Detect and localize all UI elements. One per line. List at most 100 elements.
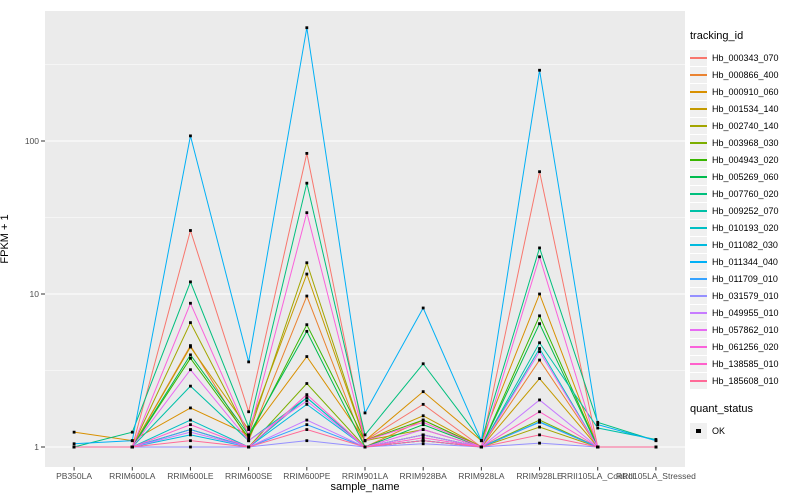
data-point [189,433,192,437]
data-point [130,430,134,434]
legend-key-line-icon [690,328,707,331]
data-point [305,399,309,403]
legend-key-box [690,253,707,270]
data-point [538,341,541,345]
legend-key-box [690,236,707,253]
data-point [189,353,192,357]
legend-entry-label: Hb_000910_060 [712,86,779,97]
legend-entry: Hb_000910_060 [690,83,798,100]
x-tick-label: RRIM600LE [167,471,214,481]
legend-key-box [690,338,707,355]
legend-key-line-icon [690,226,707,229]
data-point [421,442,425,446]
legend-key-box [690,355,707,372]
data-point [305,393,309,397]
legend-key-box [690,372,707,389]
data-point [538,358,541,362]
data-point [538,410,541,414]
y-axis-title: FPKM + 1 [0,214,11,264]
legend-entry: Hb_011709_010 [690,270,798,287]
legend-key-box [690,134,707,151]
legend-key-box [690,304,707,321]
data-point [654,439,658,443]
quant-status-legend: quant_status OK [690,403,798,439]
legend-key-line-icon [690,209,707,212]
data-point [305,323,309,327]
legend-entry-label: Hb_031579_010 [712,290,779,301]
legend-key-box [690,49,707,66]
data-point [596,423,600,427]
x-tick-label: RRIM928LE [516,471,563,481]
legend-entry: Hb_031579_010 [690,287,798,304]
legend-entry: Hb_138585_010 [690,355,798,372]
data-point [247,436,251,440]
legend-entry: Hb_005269_060 [690,168,798,185]
data-point [363,445,367,449]
data-point [305,396,309,400]
legend-key-line-icon [690,379,707,382]
x-tick-label: RRIM928BA [399,471,447,481]
data-point [189,345,192,349]
x-axis-title: sample_name [330,481,400,493]
legend-entry: Hb_061256_020 [690,338,798,355]
data-point [363,433,367,437]
legend-key-box [690,185,707,202]
legend-key-line-icon [690,56,707,59]
data-point [538,347,541,350]
legend-entry-label: Hb_005269_060 [712,171,779,182]
data-point [538,170,541,174]
legend-key-box [690,83,707,100]
legend-entry: Hb_004943_020 [690,151,798,168]
quant-legend-title: quant_status [690,403,753,415]
data-point [189,368,192,372]
legend-key-line-icon [690,192,707,195]
legend-entry-label: Hb_011082_030 [712,239,778,250]
data-point [305,382,309,385]
legend-key-line-icon [690,141,707,144]
legend-key-line-icon [690,294,707,297]
legend-entry-label: Hb_057862_010 [712,324,779,335]
data-point [538,292,541,296]
data-point [130,445,134,449]
legend-key-line-icon [690,345,707,348]
data-point [189,406,192,410]
data-point [130,439,134,443]
data-point [421,390,425,394]
data-point [247,425,251,429]
data-point [479,445,483,449]
data-point [305,26,309,30]
legend-entry-label: Hb_185608_010 [712,375,779,386]
data-point [421,306,425,310]
data-point [421,420,425,424]
x-tick-label: RRIM600LA [109,471,156,481]
data-point [189,384,192,388]
y-tick-label: 100 [24,136,39,146]
data-point [421,402,425,406]
legend-entries: Hb_000343_070 Hb_000866_400 Hb_000910_060 H… [690,49,798,389]
data-point [538,322,541,326]
data-point [189,301,192,305]
legend-key-line-icon [690,73,707,76]
x-tick-label: RRIM600SE [225,471,273,481]
x-tick-label: RRIM600PE [283,471,331,481]
legend: tracking_id Hb_000343_070 Hb_000866_400 Hb… [690,30,798,439]
legend-entry: Hb_000343_070 [690,49,798,66]
data-point [305,261,309,265]
legend-key-box [690,168,707,185]
data-point [538,398,541,402]
data-point [538,441,541,445]
legend-key-box [690,151,707,168]
data-point [596,445,600,449]
data-point [363,439,367,443]
data-point [305,428,309,431]
legend-entry: Hb_000866_400 [690,66,798,83]
legend-title: tracking_id [690,30,744,42]
data-point [189,344,192,347]
legend-entry-label: Hb_010193_020 [712,222,779,233]
legend-key-box [690,100,707,117]
data-point [421,439,425,443]
data-point [72,445,76,449]
legend-key-line-icon [690,277,707,280]
